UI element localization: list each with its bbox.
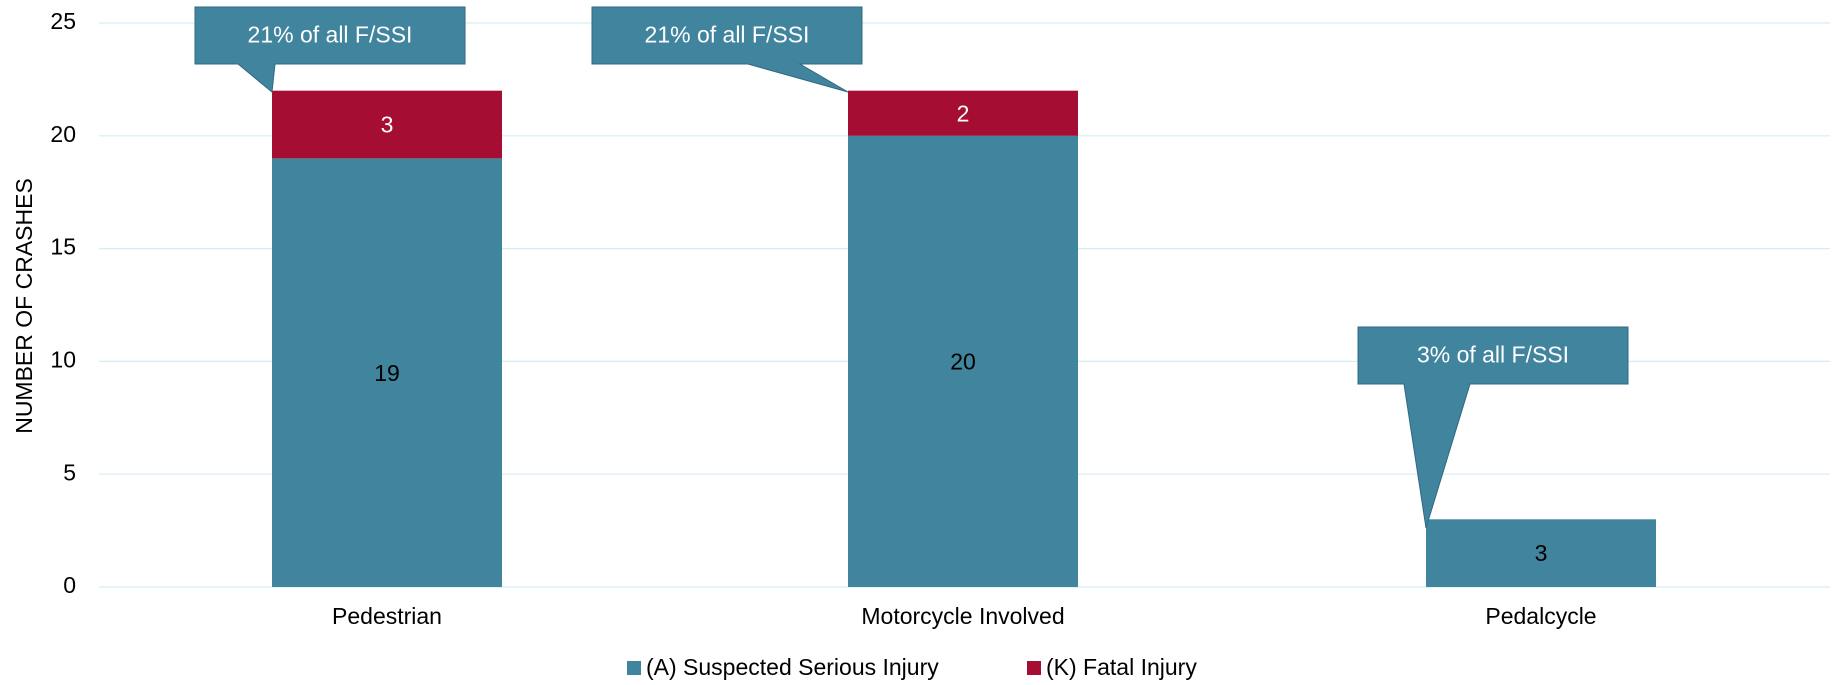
bar-segment: [1426, 519, 1656, 587]
data-label: 3: [1535, 540, 1548, 566]
y-tick-label: 25: [50, 8, 76, 34]
data-label: 19: [374, 360, 400, 386]
legend-swatch: [1027, 661, 1041, 675]
data-label: 2: [957, 100, 970, 126]
callout-text: 21% of all F/SSI: [645, 22, 810, 48]
y-axis-label: NUMBER OF CRASHES: [11, 178, 37, 434]
legend-swatch: [627, 661, 641, 675]
callout-text: 3% of all F/SSI: [1417, 342, 1569, 368]
bar-segment: [272, 90, 502, 159]
data-label: 20: [950, 348, 976, 374]
bar-segment: [272, 158, 502, 588]
bar-segment: [848, 135, 1078, 588]
legend-label: (K) Fatal Injury: [1046, 654, 1197, 680]
y-tick-label: 15: [50, 234, 76, 260]
data-label: 3: [381, 112, 394, 138]
y-tick-label: 0: [63, 572, 76, 598]
x-tick-label: Pedalcycle: [1485, 603, 1596, 629]
y-tick-label: 5: [63, 459, 76, 485]
x-tick-label: Motorcycle Involved: [861, 603, 1064, 629]
callout: [591, 6, 863, 93]
bar-segment: [848, 90, 1078, 136]
callout: [1357, 326, 1629, 529]
legend-label: (A) Suspected Serious Injury: [646, 654, 939, 680]
callout: [194, 6, 466, 93]
y-tick-label: 20: [50, 121, 76, 147]
callout-text: 21% of all F/SSI: [248, 22, 413, 48]
x-tick-label: Pedestrian: [332, 603, 442, 629]
y-tick-label: 10: [50, 346, 76, 372]
